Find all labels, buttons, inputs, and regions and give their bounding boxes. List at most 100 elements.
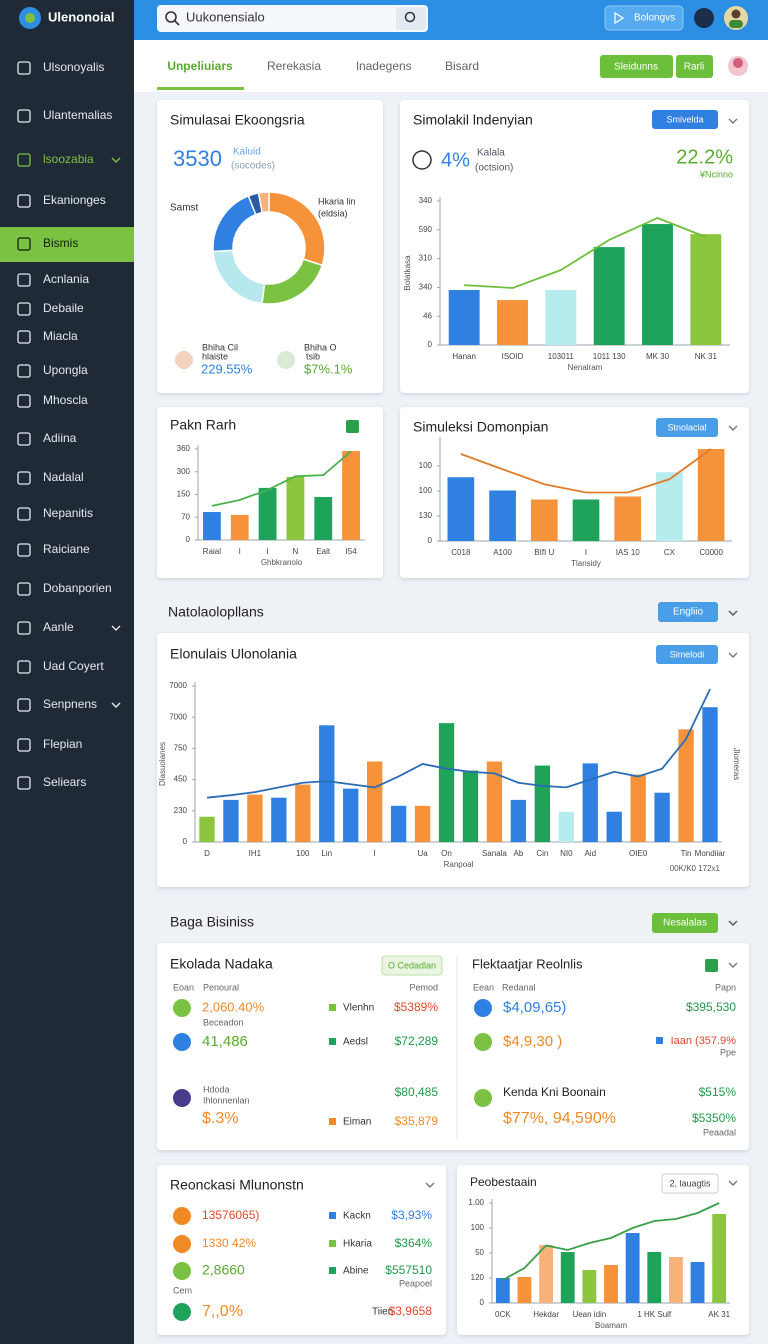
chevron[interactable] [425, 1182, 435, 1188]
sidebar-icon [17, 660, 31, 674]
card-button[interactable] [381, 955, 443, 976]
x-tick-label: Cin [536, 849, 548, 858]
y-tick-label: 46 [423, 311, 432, 320]
bar [625, 1233, 640, 1303]
notification-icon[interactable] [694, 8, 714, 28]
search-text: Uukonensialo [186, 9, 265, 24]
chevron[interactable] [728, 962, 738, 968]
section-button[interactable] [658, 602, 718, 622]
x-axis-label: Ghbkranolo [261, 558, 303, 567]
sidebar-item[interactable]: Seliears [43, 775, 86, 789]
sidebar-item[interactable]: Flepian [43, 737, 82, 751]
trend-line [206, 688, 711, 799]
header-button[interactable] [604, 5, 684, 31]
bar [534, 765, 551, 842]
tab-button[interactable] [676, 55, 713, 78]
sidebar-item[interactable]: Acnlania [43, 272, 89, 286]
sidebar-item[interactable]: Adiina [43, 431, 77, 445]
chevron[interactable] [728, 425, 738, 431]
bar [199, 816, 215, 842]
x-tick-label: I [374, 849, 376, 858]
card-title: Peobestaain [470, 1175, 537, 1189]
tab[interactable]: Bisard [445, 59, 479, 73]
card-button-label: Smivelda [666, 114, 703, 124]
tab[interactable]: lnadegens [356, 59, 411, 73]
bar [560, 1252, 575, 1303]
tab-button-label: Sleidunns [614, 62, 658, 73]
chevron[interactable] [111, 157, 121, 163]
sidebar-item[interactable]: Nadalal [43, 470, 84, 484]
y2-axis-label: Jlomeras [732, 748, 741, 780]
x-axis-label: Tlansidy [571, 559, 601, 568]
section-button[interactable] [652, 913, 718, 933]
tab[interactable]: Rerekasia [267, 59, 321, 73]
x-tick-label: Ab [513, 849, 523, 858]
sidebar-item[interactable]: Uad Coyert [43, 659, 104, 673]
chevron[interactable] [728, 118, 738, 124]
sidebar-item[interactable]: Bismis [43, 236, 78, 250]
chevron[interactable] [728, 652, 738, 658]
sidebar-item[interactable]: Ulsonoyalis [43, 60, 104, 74]
card [157, 1165, 446, 1335]
card-text: (octsion) [475, 163, 513, 174]
bar [582, 1270, 597, 1303]
kpi-icon [412, 150, 432, 170]
sidebar-item[interactable]: Raiciane [43, 542, 90, 556]
bar [223, 799, 239, 842]
bar [517, 1277, 532, 1303]
sidebar-item[interactable]: Miacla [43, 329, 78, 343]
tab[interactable]: Unpeliuiars [167, 59, 233, 73]
x-tick-label: Sanala [482, 849, 507, 858]
bar [366, 761, 383, 842]
card-button-label: O Cedadlan [388, 960, 436, 970]
search-box[interactable] [157, 5, 428, 32]
x-tick-label: CX [664, 548, 676, 557]
sidebar-item[interactable]: Nepanitis [43, 506, 93, 520]
bar [642, 224, 673, 345]
sidebar-item[interactable]: Senpnens [43, 697, 97, 711]
card-button[interactable] [656, 418, 718, 437]
x-tick-label: 0CK [495, 1310, 511, 1319]
card-text: $7%.1% [304, 361, 353, 376]
card-button[interactable] [661, 1173, 719, 1194]
search-button[interactable] [396, 7, 426, 30]
tab-button[interactable] [600, 55, 673, 78]
chevron[interactable] [111, 625, 121, 631]
sidebar-active[interactable] [0, 227, 134, 262]
x-axis-label: Nenalram [568, 363, 603, 372]
card-button[interactable] [656, 645, 718, 664]
bar [447, 477, 475, 541]
x-tick-label: Ua [417, 849, 428, 858]
sidebar-item[interactable]: Aanle [43, 620, 74, 634]
sidebar-item[interactable]: Debaile [43, 301, 84, 315]
chevron[interactable] [728, 920, 738, 926]
y-tick-label: 0 [428, 340, 433, 349]
y-tick-label: 7000 [169, 681, 187, 690]
card-text: Bhiha Cil [202, 342, 238, 352]
x-tick-label: C018 [451, 548, 471, 557]
chevron[interactable] [728, 610, 738, 616]
play-icon [614, 11, 625, 25]
sidebar-item[interactable]: Ulantemalias [43, 108, 112, 122]
chevron[interactable] [111, 702, 121, 708]
sidebar-item[interactable]: lsoozabia [43, 152, 94, 166]
y-tick-label: 0 [183, 837, 188, 846]
bar [630, 774, 646, 842]
row-icon [173, 1235, 191, 1253]
swatch [656, 1037, 663, 1044]
card-text: Ppe [720, 1047, 736, 1057]
card-text: (socodes) [231, 161, 275, 172]
x-tick-label: Mondiiar [695, 849, 726, 858]
bar [343, 788, 359, 842]
chevron[interactable] [728, 1180, 738, 1186]
sidebar-item[interactable]: Mhoscla [43, 393, 88, 407]
bar [593, 247, 625, 345]
sidebar-item[interactable]: Ekanionges [43, 193, 106, 207]
card-text: $5389% [394, 1000, 438, 1014]
card-text: Hkaria [343, 1239, 372, 1250]
sidebar-item[interactable]: Upongla [43, 363, 88, 377]
card-text: Flektaatjar Reolnlis [472, 956, 583, 971]
card-button[interactable] [652, 110, 718, 129]
sidebar-item[interactable]: Dobanporien [43, 581, 112, 595]
